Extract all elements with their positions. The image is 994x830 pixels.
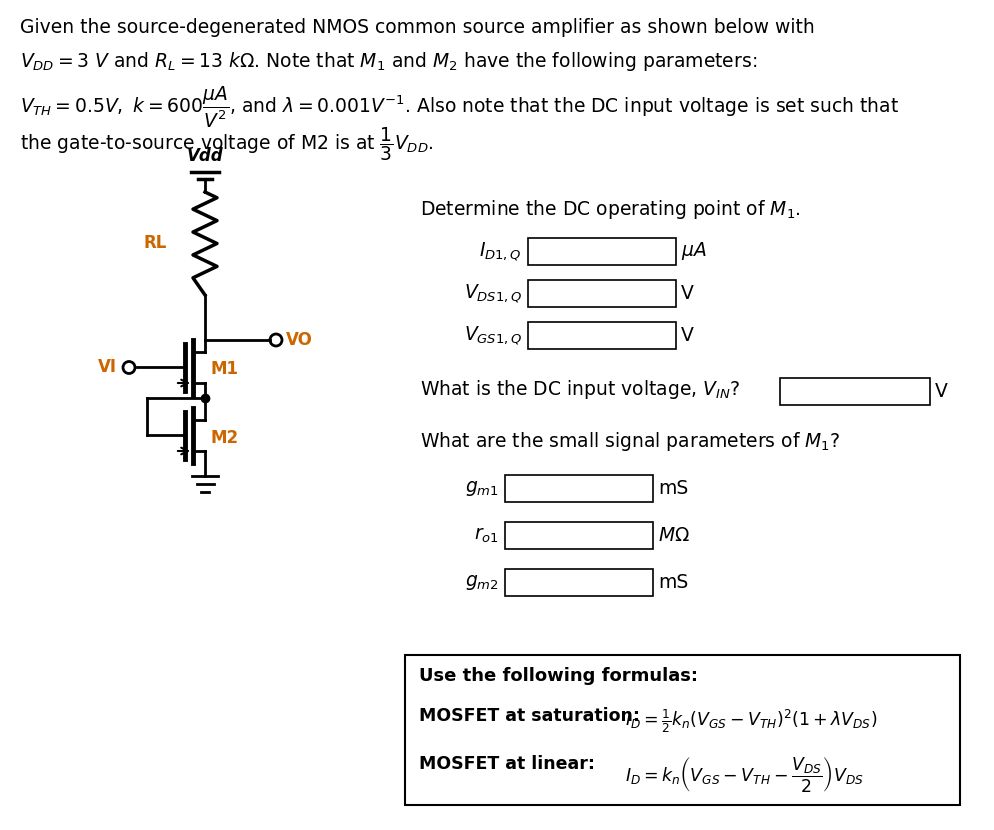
Text: $g_{m2}$: $g_{m2}$ [465, 573, 499, 592]
Text: $M\Omega$: $M\Omega$ [658, 526, 690, 545]
Bar [505, 522, 653, 549]
Text: $V_{TH} = 0.5V,\ k = 600\dfrac{\mu A}{V^2}$, and $\lambda = 0.001V^{-1}$. Also n: $V_{TH} = 0.5V,\ k = 600\dfrac{\mu A}{V^… [20, 85, 900, 130]
Text: What is the DC input voltage, $V_{IN}$?: What is the DC input voltage, $V_{IN}$? [420, 378, 741, 401]
Text: VO: VO [286, 331, 313, 349]
Text: M2: M2 [210, 429, 239, 447]
Bar [405, 655, 960, 805]
Bar [780, 378, 930, 405]
Text: V: V [681, 284, 694, 303]
Text: Determine the DC operating point of $M_1$.: Determine the DC operating point of $M_1… [420, 198, 801, 221]
Text: mS: mS [658, 479, 688, 498]
Text: $V_{DD} = 3\ V$ and $R_L = 13\ k\Omega$. Note that $M_1$ and $M_2$ have the foll: $V_{DD} = 3\ V$ and $R_L = 13\ k\Omega$.… [20, 50, 757, 73]
Text: mS: mS [658, 573, 688, 592]
Text: $I_D = k_n\left(V_{GS} - V_{TH} - \dfrac{V_{DS}}{2}\right)V_{DS}$: $I_D = k_n\left(V_{GS} - V_{TH} - \dfrac… [625, 755, 864, 794]
Bar [528, 322, 676, 349]
Text: $I_{D1,Q}$: $I_{D1,Q}$ [479, 241, 522, 262]
Bar [528, 238, 676, 265]
Text: V: V [681, 326, 694, 345]
Text: $V_{DS1,Q}$: $V_{DS1,Q}$ [464, 282, 522, 305]
Text: Given the source-degenerated NMOS common source amplifier as shown below with: Given the source-degenerated NMOS common… [20, 18, 815, 37]
Text: Vdd: Vdd [187, 147, 224, 165]
Text: VI: VI [98, 359, 117, 377]
Bar [505, 475, 653, 502]
Bar [528, 280, 676, 307]
Text: V: V [935, 382, 948, 401]
Text: M1: M1 [210, 360, 238, 378]
Text: MOSFET at linear:: MOSFET at linear: [419, 755, 595, 773]
Text: $I_D = \frac{1}{2}k_n(V_{GS} - V_{TH})^2(1 + \lambda V_{DS})$: $I_D = \frac{1}{2}k_n(V_{GS} - V_{TH})^2… [625, 707, 878, 735]
Text: What are the small signal parameters of $M_1$?: What are the small signal parameters of … [420, 430, 841, 453]
Text: $g_{m1}$: $g_{m1}$ [465, 479, 499, 498]
Text: MOSFET at saturation:: MOSFET at saturation: [419, 707, 640, 725]
Text: $r_{o1}$: $r_{o1}$ [474, 526, 499, 545]
Bar [505, 569, 653, 596]
Text: $V_{GS1,Q}$: $V_{GS1,Q}$ [464, 325, 522, 347]
Text: $\mu A$: $\mu A$ [681, 241, 707, 262]
Text: the gate-to-source voltage of M2 is at $\dfrac{1}{3}V_{DD}$.: the gate-to-source voltage of M2 is at $… [20, 125, 433, 163]
Text: Use the following formulas:: Use the following formulas: [419, 667, 698, 685]
Text: RL: RL [143, 235, 167, 252]
